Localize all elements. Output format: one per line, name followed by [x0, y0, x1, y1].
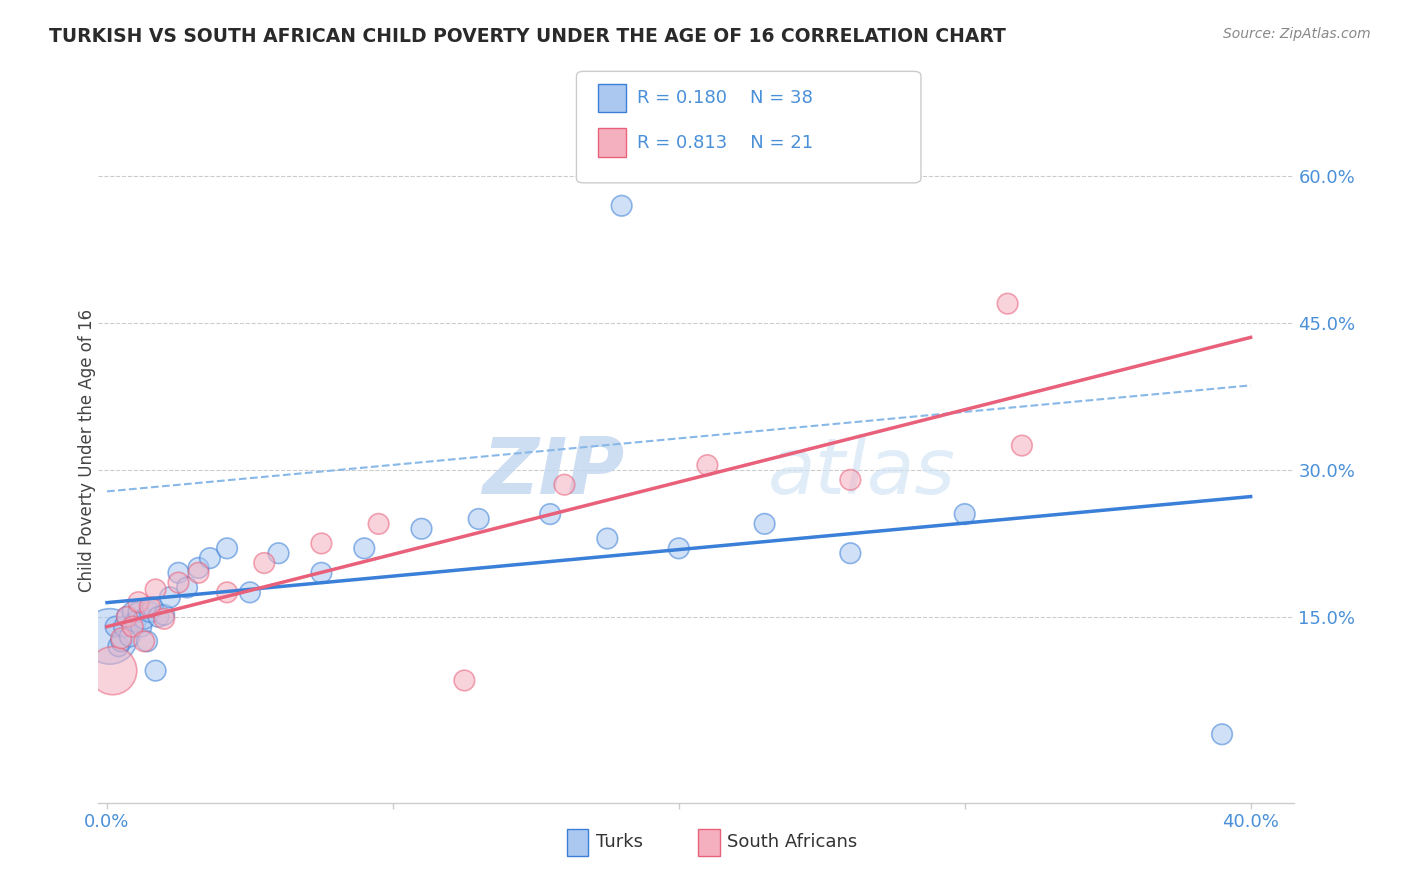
Point	[239, 585, 262, 599]
Point	[115, 610, 138, 624]
Point	[839, 473, 862, 487]
Point	[127, 605, 149, 619]
Point	[101, 664, 124, 678]
Point	[127, 595, 149, 609]
Point	[136, 634, 159, 648]
Point	[1011, 439, 1033, 453]
Point	[121, 605, 143, 619]
Point	[187, 566, 209, 580]
Point	[198, 551, 221, 566]
Text: Source: ZipAtlas.com: Source: ZipAtlas.com	[1223, 27, 1371, 41]
Point	[167, 566, 190, 580]
Point	[104, 619, 127, 633]
Point	[110, 634, 132, 648]
Point	[411, 522, 433, 536]
Point	[107, 639, 129, 653]
Text: South Africans: South Africans	[727, 833, 858, 851]
Point	[187, 561, 209, 575]
Text: R = 0.180    N = 38: R = 0.180 N = 38	[637, 89, 813, 107]
Point	[311, 536, 333, 550]
Point	[139, 605, 162, 619]
Point	[953, 507, 976, 521]
Point	[145, 582, 167, 597]
Point	[253, 556, 276, 570]
Point	[367, 516, 389, 531]
Point	[145, 664, 167, 678]
Point	[467, 512, 489, 526]
Point	[110, 632, 132, 646]
Point	[134, 612, 156, 626]
Point	[131, 619, 153, 633]
Point	[453, 673, 475, 688]
Point	[696, 458, 718, 472]
Point	[997, 296, 1019, 310]
FancyBboxPatch shape	[699, 829, 720, 855]
Point	[159, 591, 181, 605]
Point	[217, 585, 239, 599]
Point	[153, 607, 176, 622]
Point	[610, 199, 633, 213]
Point	[553, 477, 575, 491]
Point	[1211, 727, 1233, 741]
FancyBboxPatch shape	[567, 829, 589, 855]
Point	[142, 600, 165, 615]
Y-axis label: Child Poverty Under the Age of 16: Child Poverty Under the Age of 16	[79, 309, 96, 592]
Point	[754, 516, 776, 531]
Point	[596, 532, 619, 546]
Point	[668, 541, 690, 556]
Text: TURKISH VS SOUTH AFRICAN CHILD POVERTY UNDER THE AGE OF 16 CORRELATION CHART: TURKISH VS SOUTH AFRICAN CHILD POVERTY U…	[49, 27, 1007, 45]
Point	[139, 600, 162, 615]
Point	[134, 634, 156, 648]
Point	[118, 629, 141, 643]
Point	[115, 610, 138, 624]
Point	[124, 615, 146, 629]
Point	[538, 507, 561, 521]
Point	[98, 629, 121, 643]
Text: atlas: atlas	[768, 434, 956, 509]
Point	[311, 566, 333, 580]
Text: ZIP: ZIP	[482, 434, 624, 509]
Point	[167, 575, 190, 590]
Point	[353, 541, 375, 556]
Point	[121, 619, 143, 633]
Point	[148, 610, 170, 624]
Point	[112, 619, 135, 633]
Point	[217, 541, 239, 556]
Point	[153, 612, 176, 626]
Point	[839, 546, 862, 560]
Text: R = 0.813    N = 21: R = 0.813 N = 21	[637, 134, 813, 152]
Point	[176, 581, 198, 595]
Point	[267, 546, 290, 560]
Text: Turks: Turks	[596, 833, 643, 851]
